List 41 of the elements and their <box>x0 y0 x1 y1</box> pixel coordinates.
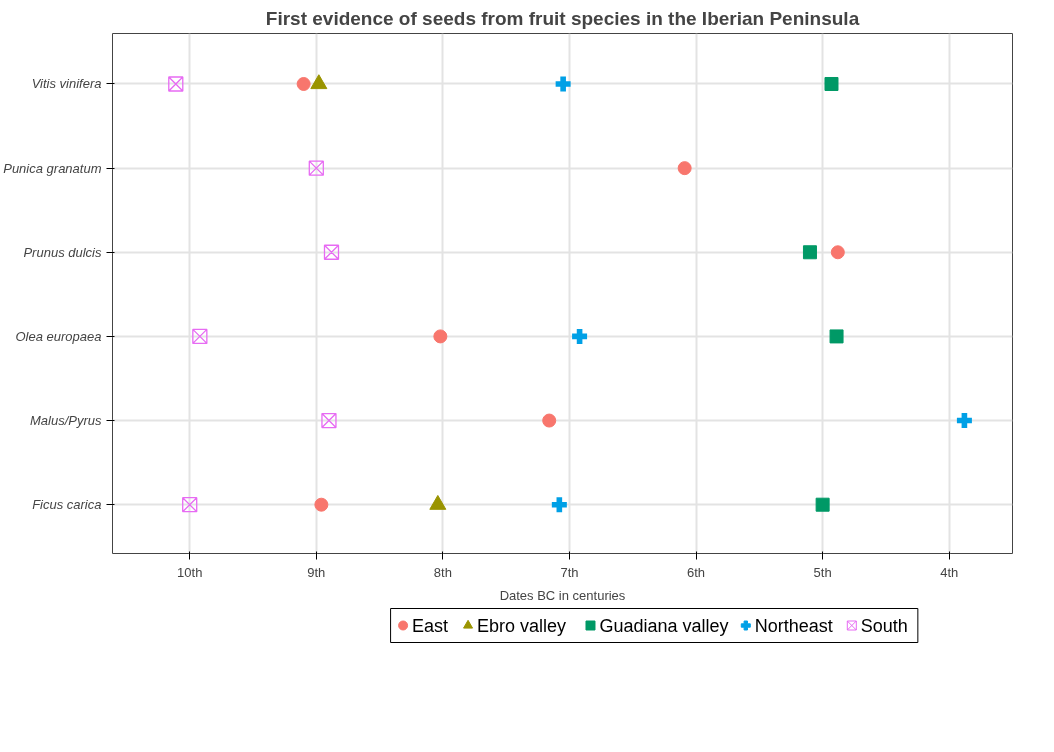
point <box>830 245 845 260</box>
point <box>824 76 839 91</box>
point <box>310 74 328 90</box>
point <box>542 413 557 428</box>
legend-label: Guadiana valley <box>599 615 729 636</box>
point <box>433 329 448 344</box>
point <box>314 497 329 512</box>
point <box>802 245 817 260</box>
y-tick-label: Malus/Pyrus <box>29 413 102 429</box>
x-axis-title: Dates BC in centuries <box>499 587 626 603</box>
y-tick-label: Ficus carica <box>32 497 102 513</box>
point <box>677 161 692 176</box>
point <box>321 412 337 429</box>
chart-title: First evidence of seeds from fruit species in the Iberian Peninsula <box>265 7 860 29</box>
point <box>815 497 830 512</box>
point <box>572 328 588 344</box>
x-tick-label: 9th <box>307 564 326 580</box>
point <box>555 76 571 92</box>
legend-label: South <box>860 615 908 636</box>
x-tick-label: 6th <box>687 564 706 580</box>
x-tick-label: 5th <box>813 564 832 580</box>
x-tick-label: 8th <box>433 564 452 580</box>
legend-label: Northeast <box>754 615 833 636</box>
legend-label: East <box>412 615 449 636</box>
y-tick-label: Prunus dulcis <box>23 244 102 260</box>
point <box>308 160 324 176</box>
x-tick-label: 7th <box>560 564 579 580</box>
y-tick-label: Vitis vinifera <box>31 76 102 92</box>
point <box>168 76 184 92</box>
point <box>551 497 567 513</box>
point <box>296 77 311 91</box>
point <box>956 413 972 429</box>
y-tick-label: Olea europaea <box>15 328 102 344</box>
x-tick-label: 4th <box>940 564 959 580</box>
point <box>323 244 340 260</box>
point <box>182 497 198 513</box>
point <box>829 329 844 344</box>
point <box>192 328 208 345</box>
x-tick-label: 10th <box>177 564 203 580</box>
y-tick-label: Punica granatum <box>3 160 102 176</box>
legend-label: Ebro valley <box>476 615 567 636</box>
